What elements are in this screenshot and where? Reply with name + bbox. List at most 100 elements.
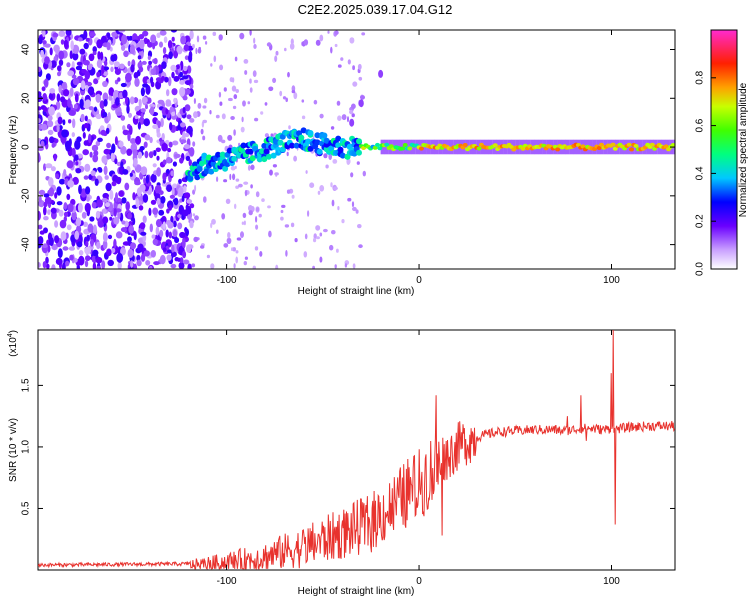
spectrogram-cell [243, 261, 247, 266]
spectrogram-cell [98, 167, 103, 173]
spectrogram-cell [117, 261, 122, 269]
spectrogram-cell [228, 97, 233, 102]
x-tick-label: 100 [603, 275, 620, 286]
spectrogram-cell [254, 246, 259, 251]
spectrogram-cell [137, 55, 142, 60]
spectrogram-cell [304, 233, 308, 240]
spectrogram-cell [96, 39, 103, 49]
spectrogram-cell [272, 77, 277, 83]
spectrogram-cell [109, 216, 113, 221]
spectrogram-cell [277, 139, 284, 146]
spectrogram-cell [462, 143, 468, 147]
spectrogram-cell [173, 75, 180, 82]
spectrogram-cell [205, 41, 208, 45]
spectrogram-cell [157, 120, 161, 129]
spectrogram-cell [132, 149, 138, 156]
spectrogram-cell [153, 57, 158, 65]
spectrogram-cell [100, 51, 104, 61]
spectrogram-cell [330, 182, 333, 188]
snr-x-ticks: -100 0 100 [217, 330, 620, 587]
spectrogram-cell [351, 103, 356, 110]
spectrogram-cell [174, 237, 180, 244]
spectrogram-cell [218, 91, 222, 98]
spectrogram-cell [44, 56, 50, 65]
spectrogram-cell [255, 216, 258, 223]
spectrogram-cell [596, 146, 602, 150]
spectrogram-cell [72, 52, 79, 61]
spectrogram-cell [121, 220, 126, 225]
spectrogram-cell [307, 145, 314, 152]
spectrogram-cell [331, 230, 336, 235]
spectrogram-cell [272, 138, 279, 145]
spectrogram-cell [316, 236, 320, 240]
spectrogram-cell [147, 41, 153, 48]
spectrogram-cell [95, 93, 102, 103]
spectrogram-cell [172, 229, 178, 238]
spectrogram-cell [113, 216, 120, 225]
spectrogram-cell [41, 244, 48, 248]
spectrogram-cell [155, 226, 160, 236]
spectrogram-cell [122, 169, 129, 175]
spectrogram-cell [303, 39, 309, 46]
spectrogram-cell [92, 262, 97, 269]
spectrogram-cell [156, 155, 160, 161]
spectrogram-cell [203, 196, 207, 203]
spectrogram-cell [115, 97, 120, 106]
spectrogram-cell [74, 230, 80, 240]
spectrogram-cell [189, 118, 195, 123]
spectrogram-cell [127, 236, 132, 243]
spectrogram-cell [77, 241, 83, 248]
spectrogram-cell [249, 87, 253, 93]
spectrogram-cell [166, 184, 173, 192]
spectrogram-cell [61, 82, 66, 90]
spectrogram-cell [240, 231, 244, 239]
spectrogram-cell [96, 241, 101, 250]
spectrogram-cell [101, 65, 105, 75]
spectrogram-cell [67, 180, 75, 188]
spectrogram-cell [171, 71, 175, 79]
spectrogram-cell [186, 244, 192, 253]
spectrogram-cell [175, 64, 180, 70]
spectrogram-cell [83, 175, 89, 180]
spectrogram-cell [100, 129, 107, 136]
spectrogram-cell [301, 99, 305, 103]
spectrogram-cell [116, 176, 122, 185]
spectrogram-cell [231, 85, 237, 92]
spectrogram-cell [74, 140, 81, 150]
spectrogram-cell [110, 54, 117, 62]
spectrogram-cell [253, 44, 257, 49]
spectrogram-cell [337, 115, 342, 121]
spectrogram-cell [107, 234, 113, 240]
spectrogram-cell [334, 43, 338, 48]
spectrogram-cell [293, 142, 300, 149]
snr-scale-label: (x104) [7, 330, 19, 357]
spectrogram-cell [349, 37, 355, 44]
spectrogram-cell [83, 59, 90, 66]
spectrogram-cell [75, 161, 79, 166]
spectrogram-cell [128, 225, 134, 234]
spectrogram-cell [202, 135, 206, 141]
spectrogram-cell [183, 44, 189, 52]
spectrogram-cell [226, 237, 232, 244]
spectrogram-cell [267, 205, 271, 209]
spectrogram-cell [184, 132, 190, 138]
spectrogram-cell [149, 265, 153, 269]
spectrogram-cell [184, 227, 188, 233]
spectrogram-cell [313, 99, 318, 105]
spectrogram-cell [289, 43, 295, 50]
spectrogram-cell [208, 168, 215, 175]
spectrogram-cell [63, 169, 67, 177]
spectrogram-cell [95, 140, 101, 147]
colorbar-label: Normalized spectral amplitude [738, 82, 749, 217]
spectrogram-cell [39, 230, 45, 235]
spectrogram-cell [62, 262, 66, 269]
spectrogram-cell [93, 78, 99, 85]
spectrogram-cell [56, 124, 60, 133]
spectrogram-cell [63, 89, 70, 97]
spectrogram-cell [148, 151, 154, 159]
spectrogram-cell [92, 224, 97, 235]
spectrogram-cell [670, 143, 675, 147]
spectrogram-cell [334, 264, 337, 269]
spectrogram-cell [85, 186, 91, 195]
spectrogram-cell [95, 113, 102, 120]
